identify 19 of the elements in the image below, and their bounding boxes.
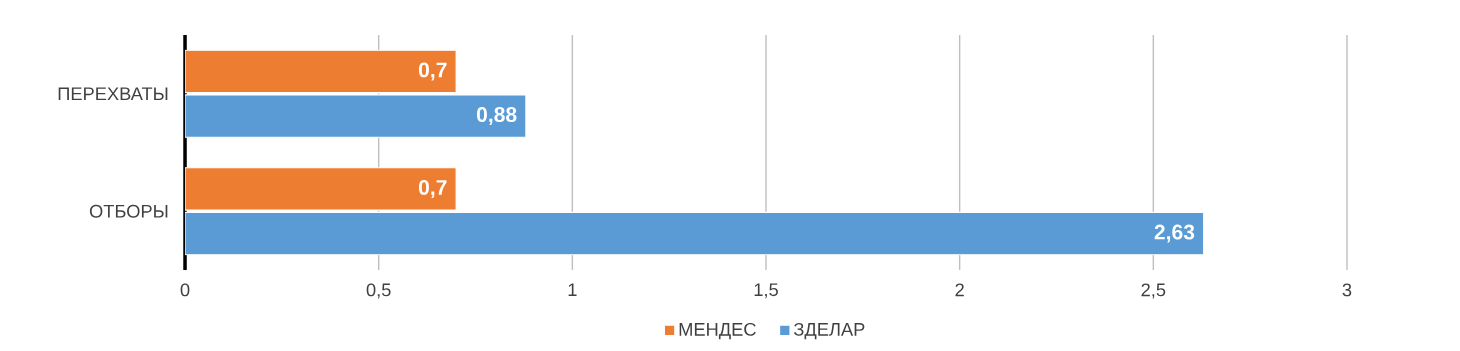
x-tick-label: 2: [955, 283, 964, 297]
x-tick-label: 1,5: [754, 283, 778, 299]
data-label: 0,7: [418, 62, 447, 81]
data-label: 2,63: [1154, 224, 1195, 243]
x-tick-label: 3: [1342, 283, 1352, 297]
x-tick-label: 1: [568, 283, 577, 296]
x-tick-label: 0,5: [366, 283, 391, 299]
bar: [185, 167, 457, 211]
y-tick-label: ПЕРЕХВАТЫ: [58, 87, 168, 101]
bar: [185, 211, 1205, 256]
legend-label: ЗДЕЛАР: [793, 322, 865, 340]
legend-label: МЕНДЕС: [679, 322, 756, 340]
data-label: 0,88: [476, 107, 517, 126]
data-label: 0,7: [418, 179, 447, 198]
bar: [185, 49, 457, 94]
bar: [185, 94, 527, 138]
x-tick-label: 0: [180, 283, 190, 297]
x-tick-label: 2,5: [1141, 283, 1166, 299]
y-tick-label: ОТБОРЫ: [89, 204, 168, 218]
